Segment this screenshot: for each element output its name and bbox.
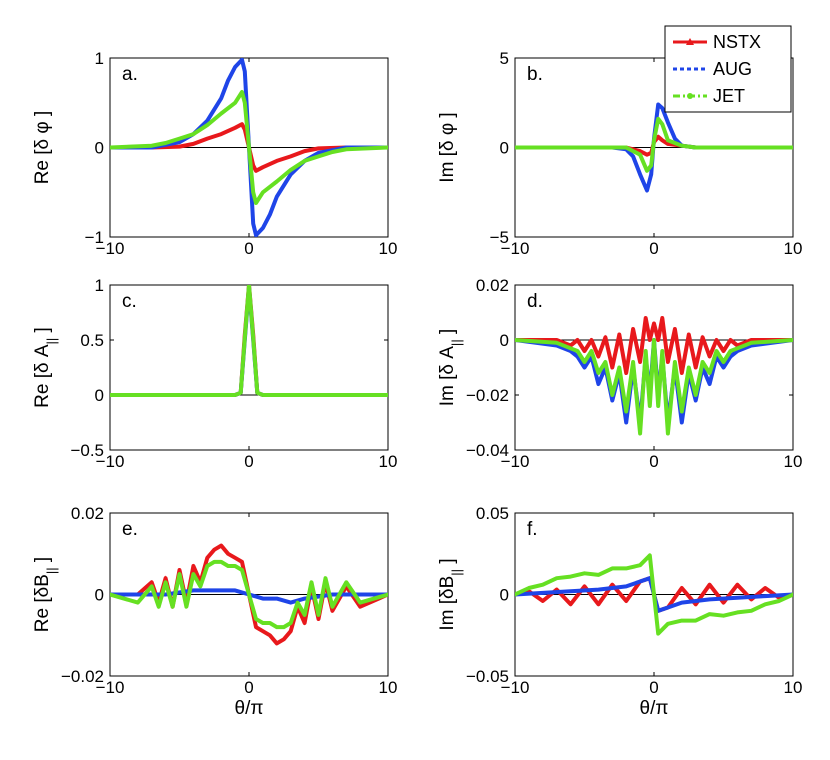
- legend-label-aug: AUG: [713, 59, 752, 79]
- series-line-detail-jet: [515, 553, 793, 636]
- x-tick-label: −10: [96, 678, 125, 697]
- legend-box: [664, 25, 792, 113]
- y-tick-label: 5: [500, 49, 509, 68]
- y-tick-label: −1: [85, 228, 104, 247]
- series-line-detail-jet: [515, 117, 793, 173]
- series-group: [110, 58, 388, 237]
- x-tick-label: −10: [501, 678, 530, 697]
- x-tick-label: 10: [379, 452, 398, 471]
- y-tick-label: 0: [500, 139, 509, 158]
- x-tick-label: 10: [784, 678, 803, 697]
- x-tick-label: 0: [244, 452, 253, 471]
- legend-marker: [687, 93, 693, 99]
- series-line-detail-jet: [110, 561, 388, 628]
- series-group: [110, 285, 388, 397]
- y-tick-label: 0.02: [71, 504, 104, 523]
- x-tick-label: 0: [649, 678, 658, 697]
- y-axis-label: Im [δB|| ]: [437, 558, 464, 630]
- x-tick-label: −10: [96, 239, 125, 258]
- y-tick-label: 0: [500, 586, 509, 605]
- series-line-detail-aug: [515, 577, 793, 612]
- series-group: [515, 316, 793, 436]
- series-group: [515, 102, 793, 193]
- x-tick-label: 0: [244, 678, 253, 697]
- x-tick-label: 10: [784, 452, 803, 471]
- y-tick-label: −0.5: [70, 441, 104, 460]
- panel-label: f.: [527, 519, 538, 540]
- series-line-detail-jet: [110, 285, 388, 396]
- y-tick-label: −0.05: [466, 667, 509, 686]
- y-tick-label: 0: [95, 586, 104, 605]
- y-axis-label: Re [δ φ ]: [32, 111, 53, 185]
- y-tick-label: 1: [95, 276, 104, 295]
- series-line-detail-jet: [110, 90, 388, 205]
- y-tick-label: 1: [95, 49, 104, 68]
- y-tick-label: 0: [500, 331, 509, 350]
- x-axis-label: θ/π: [235, 698, 264, 719]
- y-tick-label: 0: [95, 139, 104, 158]
- panel-label: b.: [527, 64, 543, 85]
- panel-label: c.: [122, 291, 137, 312]
- y-axis-label: Re [δ A|| ]: [32, 327, 59, 408]
- y-axis-label: Im [δ φ ]: [437, 112, 458, 182]
- x-tick-label: 0: [649, 452, 658, 471]
- x-axis-label: θ/π: [640, 698, 669, 719]
- panel-label: a.: [122, 64, 138, 85]
- y-tick-label: 0.02: [476, 276, 509, 295]
- y-tick-label: 0.05: [476, 504, 509, 523]
- x-tick-label: 10: [379, 239, 398, 258]
- y-axis-label: Re [δB|| ]: [32, 557, 59, 632]
- legend-marker: [686, 38, 694, 45]
- panel-c: −10 0 10 −0.5 0 0.5 1 c. Re [δ A|| ]: [32, 276, 397, 471]
- x-tick-label: 0: [244, 239, 253, 258]
- x-tick-label: 10: [784, 239, 803, 258]
- panel-label: e.: [122, 519, 138, 540]
- x-tick-label: 10: [379, 678, 398, 697]
- series-line-detail-nstx: [515, 317, 793, 374]
- y-tick-label: 0: [95, 386, 104, 405]
- x-tick-label: −10: [96, 452, 125, 471]
- series-group: [515, 553, 793, 636]
- x-tick-label: −10: [501, 452, 530, 471]
- legend: NSTX AUG JET: [664, 25, 792, 113]
- axes-box: [109, 284, 389, 451]
- legend-label-nstx: NSTX: [713, 32, 761, 52]
- y-tick-label: −0.02: [466, 386, 509, 405]
- y-tick-label: −0.02: [61, 667, 104, 686]
- panel-label: d.: [527, 291, 543, 312]
- series-group: [110, 543, 388, 646]
- y-axis-label: Im [δ A|| ]: [437, 329, 464, 407]
- y-tick-label: −5: [490, 228, 509, 247]
- x-tick-label: −10: [501, 239, 530, 258]
- x-tick-label: 0: [649, 239, 658, 258]
- y-tick-label: 0.5: [80, 331, 104, 350]
- panel-f: −10 0 10 −0.05 0 0.05 f. Im [δB|| ] θ/π: [437, 504, 802, 719]
- y-tick-label: −0.04: [466, 441, 509, 460]
- panel-d: −10 0 10 −0.04 −0.02 0 0.02 d. Im [δ A|| ]: [437, 276, 802, 471]
- series-line-detail-jet: [515, 339, 793, 434]
- panel-e: −10 0 10 −0.02 0 0.02 e. Re [δB|| ] θ/π: [32, 504, 397, 719]
- legend-label-jet: JET: [713, 86, 745, 106]
